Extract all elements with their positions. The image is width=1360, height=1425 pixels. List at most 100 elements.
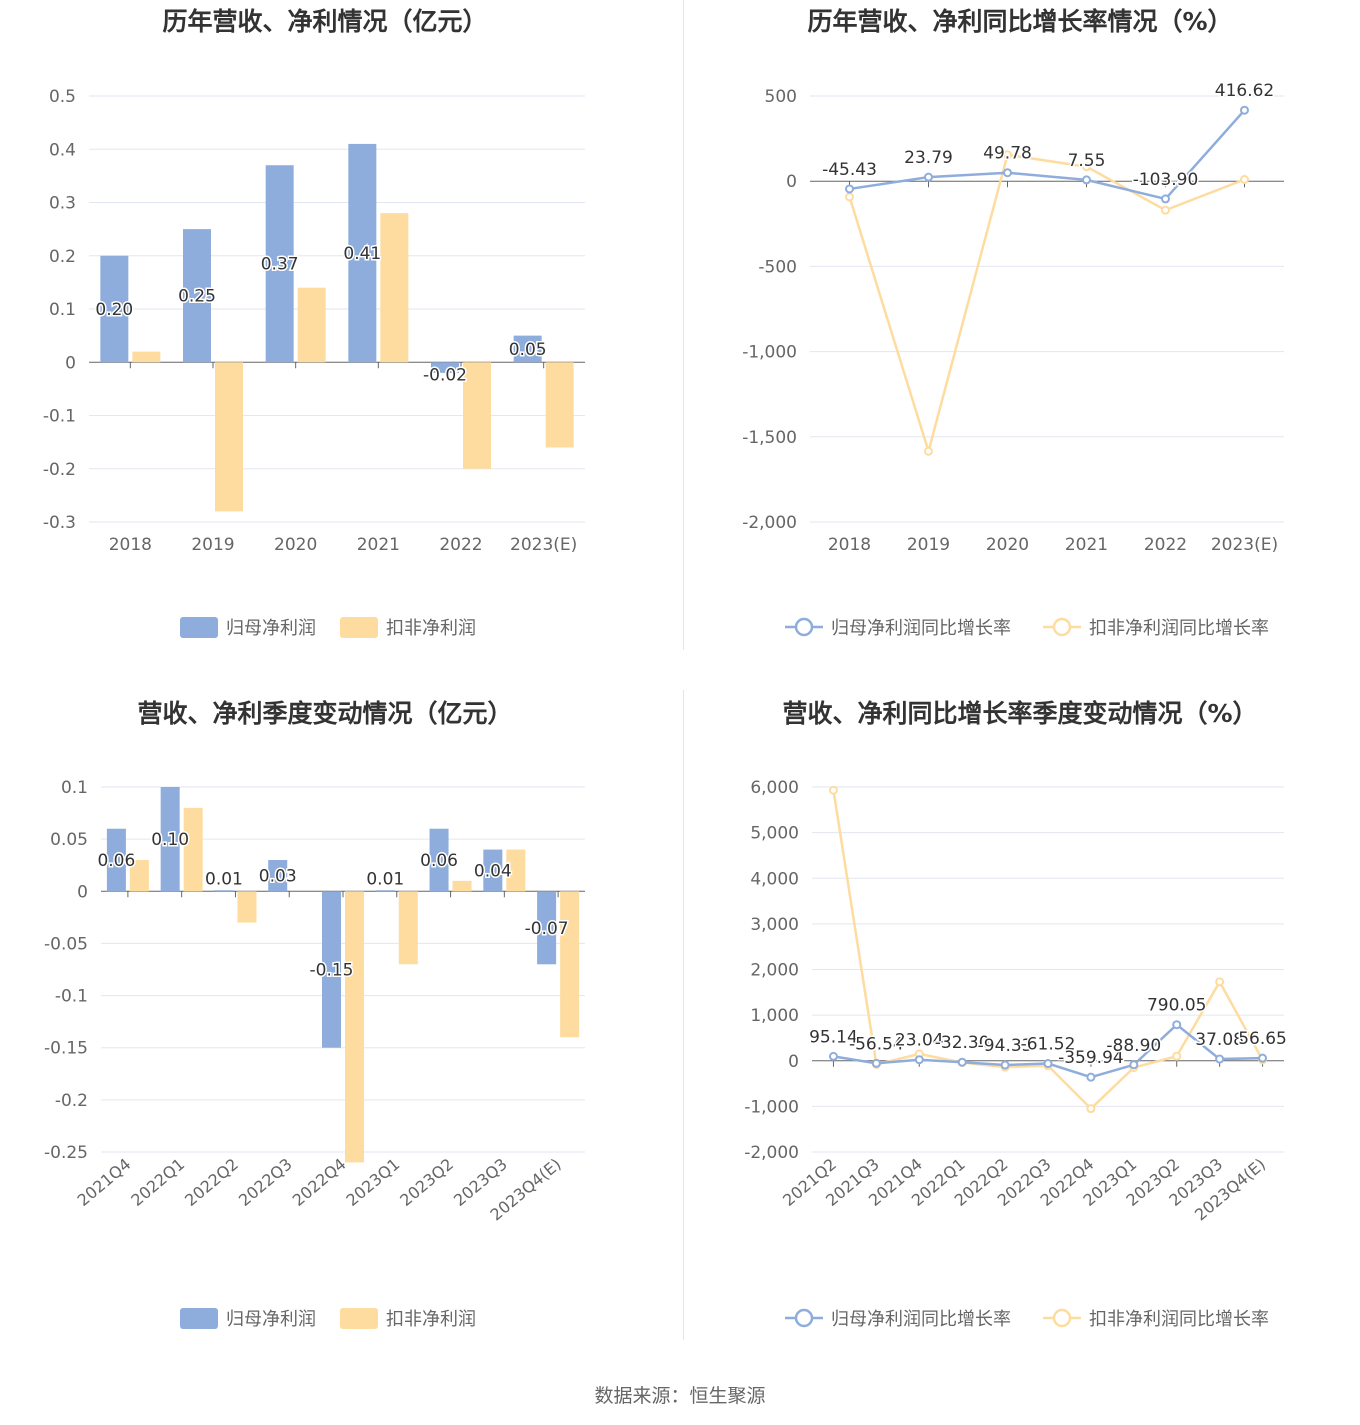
bar-series-2 [452,880,472,892]
x-tick-label: 2023(E) [510,535,577,555]
quarterly-growth-chart: 6,000 5,000 4,000 3,000 2,000 1,000 0 -1,000 -2,… [744,778,1288,1330]
line-series-2-point [1215,977,1225,987]
y-tick-label: -0.1 [43,407,76,427]
bar-series-1 [160,787,180,892]
line-data-label: 23.04 [895,1031,944,1051]
bar-data-label: -0.07 [525,919,569,939]
legend-label-1: 归母净利润同比增长率 [831,1309,1011,1330]
y-tick-label: -0.25 [44,1143,88,1163]
y-tick-label: -0.05 [44,934,88,954]
bar-data-label: 0.20 [95,300,133,320]
bar-data-label: 0.01 [205,869,243,889]
line-series-2 [848,153,1245,456]
line-series-1 [849,109,1246,201]
line-series-2-point [1161,205,1170,215]
x-tick-label: 2022 [439,535,482,555]
y-tick-label: 0.4 [49,140,76,160]
x-tick-label: 2020 [986,535,1029,555]
bar-data-label: 0.10 [151,830,189,850]
x-tick-label: 2021 [1065,535,1108,555]
line-series-1-point [1172,1020,1182,1030]
bar-series-2 [297,287,326,363]
bar-data-label: 0.03 [259,867,297,887]
line-data-label: -45.43 [822,160,877,180]
legend-label-1: 归母净利润 [226,618,316,639]
bar-series-1 [106,828,126,892]
line-data-label: -32.30 [935,1033,990,1053]
bar-series-1 [265,165,294,363]
x-tick-label: 2020 [274,535,317,555]
y-tick-label: 0 [786,172,797,192]
annual-profit-chart: 0.5 0.4 0.3 0.2 0.1 0 -0.1 -0.2 -0.3 2018 2019 2020… [43,87,585,639]
bar-series-1 [322,891,341,1048]
x-tick-label: 2023(E) [1211,535,1278,555]
line-data-label: -88.90 [1106,1036,1161,1056]
legend-label-2: 扣非净利润 [386,618,476,639]
bar-series-1 [429,828,449,892]
x-tick-label: 2021 [357,535,400,555]
quarterly-profit-panel: 营收、净利季度变动情况（亿元） 0.1 0.05 0 -0.05 -0.1 -0.15 -0… [0,690,680,1350]
line-series-2-point [1003,150,1012,160]
bar-series-1 [183,229,211,363]
quarterly-growth-panel: 营收、净利同比增长率季度变动情况（%） 6,000 5,000 4,000 3,000… [680,690,1360,1350]
bar-series-1 [431,362,459,373]
bar-series-2 [506,849,526,892]
bar-series-2 [129,860,149,892]
bar-data-label: 0.41 [343,244,381,264]
line-data-label: 7.55 [1068,151,1106,171]
line-series-1-point [1043,1059,1053,1069]
legend-swatch-1 [180,617,218,638]
y-tick-label: 1,000 [750,1006,799,1026]
bar-series-2 [132,351,161,363]
y-tick-label: -1,500 [742,428,797,448]
y-tick-label: -500 [758,257,797,277]
bar-data-label: 0.37 [261,255,299,275]
y-tick-label: 0.05 [50,830,88,850]
legend-swatch-1 [180,1308,218,1329]
line-series-2-point [845,192,854,202]
bar-series-1 [268,860,288,892]
chart-title: 历年营收、净利情况（亿元） [162,7,488,36]
x-tick-label: 2023Q2 [396,1155,457,1210]
bar-series-2 [215,362,243,512]
x-tick-label: 2022Q3 [235,1155,296,1210]
x-tick-label: 2023Q1 [342,1155,403,1210]
line-series-1-point [828,1051,838,1061]
y-tick-label: -2,000 [744,1143,799,1163]
x-tick-label: 2019 [191,535,234,555]
line-data-label: 790.05 [1147,996,1206,1016]
bar-series-2 [398,891,418,965]
chart-title: 营收、净利同比增长率季度变动情况（%） [782,699,1258,728]
line-series-1-point [914,1055,924,1065]
legend-label-1: 归母净利润 [226,1309,316,1330]
bar-series-2 [463,362,491,469]
legend-marker-1 [794,617,814,637]
line-data-label: -61.52 [1021,1035,1076,1055]
legend-label-1: 归母净利润同比增长率 [831,618,1011,639]
x-tick-label: 2022Q1 [127,1155,188,1210]
line-series-1-point [1000,1060,1010,1070]
bar-series-1 [375,890,395,892]
y-tick-label: 0 [788,1052,799,1072]
line-series-1-point [957,1057,967,1067]
y-tick-label: 0 [77,882,88,902]
x-tick-label: 2018 [109,535,152,555]
x-tick-label: 2018 [828,535,871,555]
legend-swatch-2 [340,1308,378,1329]
y-tick-label: -0.1 [55,987,88,1007]
line-data-label: -103.90 [1133,170,1199,190]
x-tick-label: 2022Q4 [289,1155,350,1210]
line-series-1-point [871,1058,881,1068]
vertical-divider-top [683,0,684,650]
line-series-1-point [1003,168,1012,178]
line-series-1-point [1258,1053,1268,1063]
y-tick-label: -0.3 [43,513,76,533]
x-tick-label: 2022 [1144,535,1187,555]
line-data-label: 416.62 [1215,81,1274,101]
line-data-label: 23.79 [904,148,953,168]
y-tick-label: -1,000 [744,1097,799,1117]
line-series-2-point [1082,162,1091,172]
line-series-1-point [1129,1060,1139,1070]
y-tick-label: -0.15 [44,1039,88,1059]
line-data-label: 37.08 [1195,1030,1244,1050]
